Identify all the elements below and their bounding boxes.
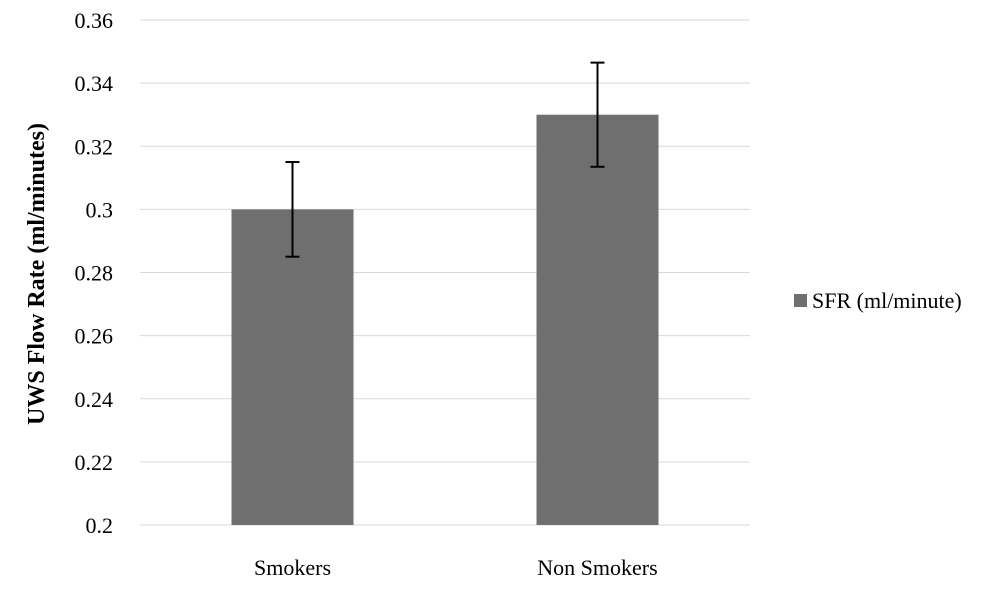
y-tick-label: 0.22: [75, 450, 114, 475]
y-tick-label: 0.36: [75, 8, 114, 33]
y-tick-label: 0.28: [75, 261, 114, 286]
legend: SFR (ml/minute): [794, 288, 962, 313]
legend-swatch: [794, 294, 807, 307]
x-category-label: Smokers: [254, 555, 331, 580]
y-tick-label: 0.3: [86, 197, 114, 222]
y-tick-label: 0.2: [86, 513, 114, 538]
bar: [231, 209, 354, 525]
y-tick-label: 0.24: [75, 387, 114, 412]
x-axis-categories: Smokers Non Smokers: [254, 555, 658, 580]
bar: [536, 114, 659, 525]
y-axis-ticks: 0.2 0.22 0.24 0.26 0.28 0.3 0.32 0.34 0.36: [75, 8, 114, 538]
error-bars: [285, 61, 605, 258]
y-tick-label: 0.26: [75, 324, 114, 349]
legend-label: SFR (ml/minute): [812, 288, 962, 313]
y-tick-label: 0.34: [75, 71, 114, 96]
y-tick-label: 0.32: [75, 134, 114, 159]
y-axis-title: UWS Flow Rate (ml/minutes): [24, 123, 50, 425]
bars: [231, 114, 659, 525]
x-category-label: Non Smokers: [537, 555, 657, 580]
